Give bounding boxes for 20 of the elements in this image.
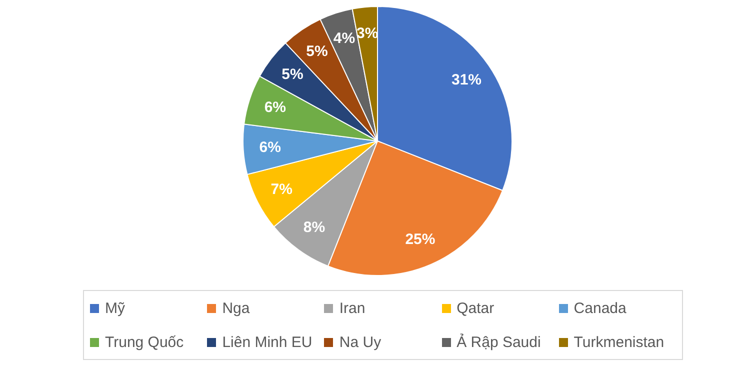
data-label: 6% [264, 98, 286, 116]
data-label: 3% [356, 25, 378, 42]
data-label: 4% [333, 30, 356, 47]
legend-label: Trung Quốc [104, 334, 185, 350]
legend-label: Ả Rập Saudi [456, 334, 542, 350]
data-label: 5% [306, 43, 328, 60]
legend-label: Nga [221, 300, 251, 316]
data-label: 25% [405, 230, 436, 248]
data-label: 31% [451, 72, 482, 89]
legend-label: Qatar [456, 300, 496, 316]
legend-label: Turkmenistan [572, 334, 666, 350]
data-label: 6% [259, 138, 281, 156]
data-label: 5% [282, 66, 304, 84]
legend-label: Mỹ [104, 300, 126, 316]
data-label: 8% [303, 219, 326, 236]
legend-label: Iran [338, 300, 366, 316]
data-label: 7% [270, 180, 292, 198]
legend-label: Canada [572, 300, 628, 316]
legend-label: Na Uy [338, 334, 382, 350]
legend-label: Liên Minh EU [221, 334, 314, 350]
